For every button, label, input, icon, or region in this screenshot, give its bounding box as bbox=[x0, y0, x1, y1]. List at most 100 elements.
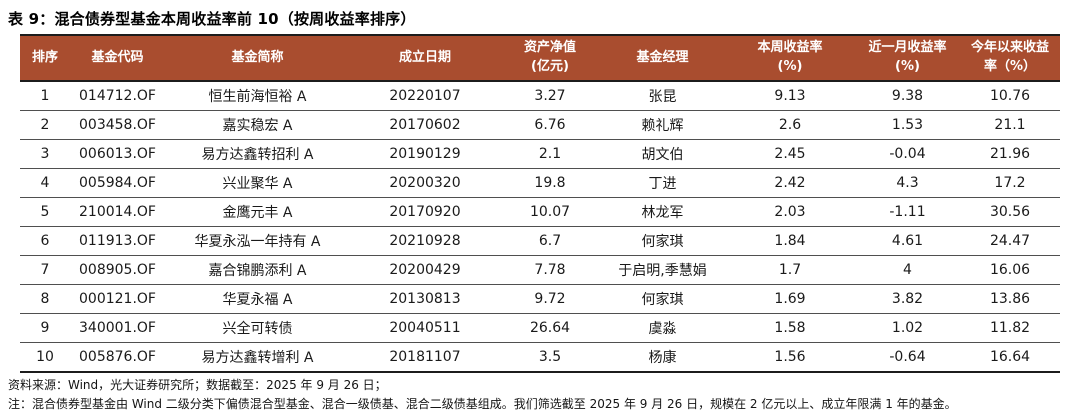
fund-table: 排序 基金代码 基金简称 成立日期 资产净值 (亿元) 基金经理 本周收益率 (%) 近一月收… bbox=[20, 34, 1060, 373]
table-cell: 005876.OF bbox=[70, 342, 165, 373]
table-row: 8 000121.OF 华夏永福 A 20130813 9.72 何家琪 1.69 3.82 1… bbox=[20, 284, 1060, 314]
table-cell: 5 bbox=[20, 197, 70, 227]
table-cell: 林龙军 bbox=[600, 197, 725, 227]
table-cell: 1.84 bbox=[725, 226, 855, 256]
table-cell: 20210928 bbox=[350, 226, 500, 256]
table-cell: 1.7 bbox=[725, 255, 855, 285]
table-cell: 7.78 bbox=[500, 255, 600, 285]
table-cell: -0.04 bbox=[855, 139, 960, 169]
table-cell: 26.64 bbox=[500, 313, 600, 343]
table-cell: 21.96 bbox=[960, 139, 1060, 169]
column-header: 资产净值 (亿元) bbox=[500, 34, 600, 82]
table-cell: 恒生前海恒裕 A bbox=[165, 81, 350, 111]
table-cell: 3.82 bbox=[855, 284, 960, 314]
column-header: 近一月收益率 (%) bbox=[855, 34, 960, 82]
footnotes: 资料来源：Wind，光大证券研究所；数据截至：2025 年 9 月 26 日； … bbox=[8, 376, 1080, 413]
table-row: 1 014712.OF 恒生前海恒裕 A 20220107 3.27 张昆 9.13 9.38… bbox=[20, 81, 1060, 111]
table-cell: 金鹰元丰 A bbox=[165, 197, 350, 227]
table-cell: 20040511 bbox=[350, 313, 500, 343]
column-header: 今年以来收益 率（%） bbox=[960, 34, 1060, 82]
table-header: 排序 基金代码 基金简称 成立日期 资产净值 (亿元) 基金经理 本周收益率 (%) 近一月收… bbox=[20, 34, 1060, 82]
table-cell: 20170920 bbox=[350, 197, 500, 227]
column-header: 排序 bbox=[20, 34, 70, 82]
table-cell: 21.1 bbox=[960, 110, 1060, 140]
table-row: 3 006013.OF 易方达鑫转招利 A 20190129 2.1 胡文伯 2.45 -0.… bbox=[20, 139, 1060, 169]
table-cell: -0.64 bbox=[855, 342, 960, 373]
column-header: 基金经理 bbox=[600, 34, 725, 82]
table-cell: 1.58 bbox=[725, 313, 855, 343]
table-cell: 8 bbox=[20, 284, 70, 314]
table-cell: 008905.OF bbox=[70, 255, 165, 285]
table-cell: 014712.OF bbox=[70, 81, 165, 111]
table-cell: 20190129 bbox=[350, 139, 500, 169]
table-cell: 006013.OF bbox=[70, 139, 165, 169]
table-cell: 16.64 bbox=[960, 342, 1060, 373]
table-cell: 000121.OF bbox=[70, 284, 165, 314]
table-row: 4 005984.OF 兴业聚华 A 20200320 19.8 丁进 2.42 4.3 17.… bbox=[20, 168, 1060, 198]
table-cell: 1.56 bbox=[725, 342, 855, 373]
table-cell: 张昆 bbox=[600, 81, 725, 111]
table-cell: 何家琪 bbox=[600, 226, 725, 256]
table-cell: 2 bbox=[20, 110, 70, 140]
table-cell: 4 bbox=[20, 168, 70, 198]
table-cell: 杨康 bbox=[600, 342, 725, 373]
table-title: 表 9：混合债券型基金本周收益率前 10（按周收益率排序） bbox=[8, 10, 416, 28]
table-cell: 1.53 bbox=[855, 110, 960, 140]
table-row: 5 210014.OF 金鹰元丰 A 20170920 10.07 林龙军 2.03 -1.1… bbox=[20, 197, 1060, 227]
table-cell: 20200320 bbox=[350, 168, 500, 198]
table-cell: 3.5 bbox=[500, 342, 600, 373]
methodology-note: 注：混合债券型基金由 Wind 二级分类下偏债混合型基金、混合一级债基、混合二级… bbox=[8, 396, 957, 411]
table-cell: 6.76 bbox=[500, 110, 600, 140]
table-cell: 3.27 bbox=[500, 81, 600, 111]
table-cell: 11.82 bbox=[960, 313, 1060, 343]
table-row: 2 003458.OF 嘉实稳宏 A 20170602 6.76 赖礼辉 2.6 1.53 21… bbox=[20, 110, 1060, 140]
table-cell: 30.56 bbox=[960, 197, 1060, 227]
table-cell: 9.13 bbox=[725, 81, 855, 111]
table-cell: 17.2 bbox=[960, 168, 1060, 198]
table-cell: 10.76 bbox=[960, 81, 1060, 111]
header-row: 排序 基金代码 基金简称 成立日期 资产净值 (亿元) 基金经理 本周收益率 (%) 近一月收… bbox=[20, 34, 1060, 82]
column-header: 成立日期 bbox=[350, 34, 500, 82]
table-cell: 胡文伯 bbox=[600, 139, 725, 169]
table-body: 1 014712.OF 恒生前海恒裕 A 20220107 3.27 张昆 9.13 9.38… bbox=[20, 81, 1060, 373]
table-cell: 华夏永泓一年持有 A bbox=[165, 226, 350, 256]
table-cell: 华夏永福 A bbox=[165, 284, 350, 314]
table-cell: 于启明,季慧娟 bbox=[600, 255, 725, 285]
table-cell: -1.11 bbox=[855, 197, 960, 227]
table-cell: 1.02 bbox=[855, 313, 960, 343]
table-cell: 20200429 bbox=[350, 255, 500, 285]
table-cell: 3 bbox=[20, 139, 70, 169]
table-cell: 9 bbox=[20, 313, 70, 343]
table-cell: 2.42 bbox=[725, 168, 855, 198]
column-header: 基金代码 bbox=[70, 34, 165, 82]
table-cell: 20220107 bbox=[350, 81, 500, 111]
column-header: 基金简称 bbox=[165, 34, 350, 82]
table-cell: 9.72 bbox=[500, 284, 600, 314]
column-header: 本周收益率 (%) bbox=[725, 34, 855, 82]
table-cell: 24.47 bbox=[960, 226, 1060, 256]
table-cell: 2.03 bbox=[725, 197, 855, 227]
table-cell: 13.86 bbox=[960, 284, 1060, 314]
table-cell: 6 bbox=[20, 226, 70, 256]
table-cell: 20170602 bbox=[350, 110, 500, 140]
table-cell: 20181107 bbox=[350, 342, 500, 373]
table-cell: 嘉合锦鹏添利 A bbox=[165, 255, 350, 285]
table-cell: 9.38 bbox=[855, 81, 960, 111]
table-cell: 19.8 bbox=[500, 168, 600, 198]
table-cell: 6.7 bbox=[500, 226, 600, 256]
source-note: 资料来源：Wind，光大证券研究所；数据截至：2025 年 9 月 26 日； bbox=[8, 378, 387, 392]
table-cell: 003458.OF bbox=[70, 110, 165, 140]
table-cell: 易方达鑫转增利 A bbox=[165, 342, 350, 373]
table-cell: 1.69 bbox=[725, 284, 855, 314]
table-cell: 011913.OF bbox=[70, 226, 165, 256]
table-cell: 兴全可转债 bbox=[165, 313, 350, 343]
table-cell: 丁进 bbox=[600, 168, 725, 198]
table-cell: 4.3 bbox=[855, 168, 960, 198]
table-cell: 4 bbox=[855, 255, 960, 285]
table-row: 7 008905.OF 嘉合锦鹏添利 A 20200429 7.78 于启明,季慧娟 1.7… bbox=[20, 255, 1060, 285]
table-row: 6 011913.OF 华夏永泓一年持有 A 20210928 6.7 何家琪 1.84 4.… bbox=[20, 226, 1060, 256]
table-cell: 10 bbox=[20, 342, 70, 373]
table-cell: 虞淼 bbox=[600, 313, 725, 343]
table-cell: 210014.OF bbox=[70, 197, 165, 227]
table-cell: 16.06 bbox=[960, 255, 1060, 285]
